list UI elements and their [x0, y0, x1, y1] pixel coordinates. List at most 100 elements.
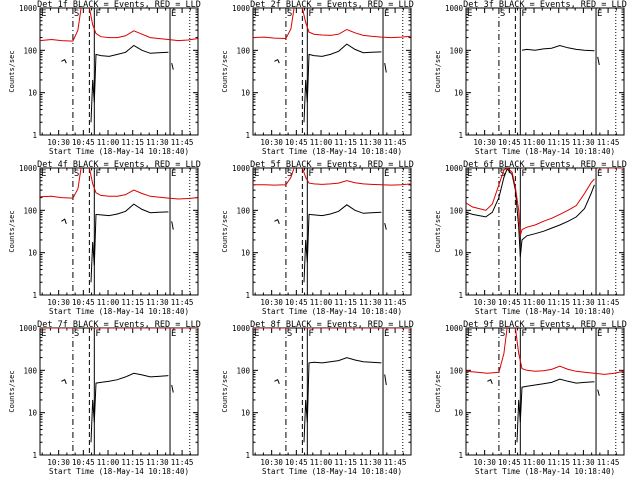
x-tick-label: 11:30 [146, 458, 169, 467]
x-tick-label: 11:45 [597, 458, 620, 467]
events-line [171, 62, 174, 70]
marker-label: S [74, 169, 79, 179]
lld-line [40, 8, 82, 42]
y-tick-label: 10 [241, 249, 251, 258]
y-tick-label: 100 [23, 206, 37, 215]
marker-label: E [467, 9, 472, 19]
events-line [90, 203, 169, 283]
y-tick-label: 1 [245, 131, 250, 140]
events-line [384, 63, 387, 73]
plot-frame [39, 327, 199, 456]
marker-label: E [384, 329, 389, 339]
events-line [384, 374, 387, 386]
series-group [521, 44, 600, 66]
chart-panel: Det 8f BLACK = Events, RED = LLD 1 10 100 10… [221, 320, 414, 476]
lld-line [301, 168, 411, 186]
marker-label: E [254, 9, 259, 19]
lld-line [40, 168, 82, 199]
chart-panel: Det 5f BLACK = Events, RED = LLD 1 10 100 10… [221, 160, 414, 316]
x-tick-label: 10:45 [285, 298, 308, 307]
chart-title: Det 4f BLACK = Events, RED = LLD [37, 160, 201, 170]
x-tick-label: 10:45 [498, 458, 521, 467]
y-axis-label: Counts/sec [221, 370, 229, 412]
x-tick-label: 11:15 [547, 298, 570, 307]
series-group [253, 168, 411, 283]
chart-panel: Det 7f BLACK = Events, RED = LLD 1 10 100 10… [8, 320, 201, 476]
y-tick-label: 10 [454, 249, 464, 258]
y-tick-label: 1 [245, 451, 250, 460]
x-tick-label: 11:30 [359, 138, 382, 147]
events-line [90, 372, 169, 443]
events-line [384, 222, 387, 230]
x-tick-label: 11:00 [310, 298, 333, 307]
marker-label: E [384, 169, 389, 179]
events-line [171, 221, 174, 230]
x-axis-label: Start Time (18-May-14 10:18:40) [262, 467, 402, 476]
x-tick-label: 11:15 [547, 458, 570, 467]
y-tick-label: 100 [23, 366, 37, 375]
x-tick-label: 10:45 [72, 138, 95, 147]
marker-label: E [384, 9, 389, 19]
chart-title: Det 1f BLACK = Events, RED = LLD [37, 0, 201, 10]
marker-label: E [254, 329, 259, 339]
y-axis-label: Counts/sec [221, 50, 229, 92]
marker-label: E [597, 329, 602, 339]
marker-label: F [95, 329, 100, 339]
x-tick-label: 11:15 [121, 298, 144, 307]
y-tick-label: 100 [449, 46, 463, 55]
events-line [274, 379, 280, 384]
marker-label: S [287, 9, 292, 19]
x-axis-label: Start Time (18-May-14 10:18:40) [475, 467, 615, 476]
x-tick-label: 11:45 [171, 458, 194, 467]
x-tick-label: 11:00 [310, 138, 333, 147]
x-tick-label: 10:30 [473, 298, 496, 307]
plot-frame [252, 327, 412, 456]
x-tick-label: 11:45 [171, 298, 194, 307]
marker-label: S [74, 329, 79, 339]
x-tick-label: 11:15 [334, 298, 357, 307]
events-line [521, 44, 595, 52]
x-tick-label: 10:45 [498, 298, 521, 307]
marker-label: E [171, 329, 176, 339]
y-axis-label: Counts/sec [221, 210, 229, 252]
x-tick-label: 11:00 [97, 138, 120, 147]
events-line [597, 56, 600, 66]
events-line [90, 44, 169, 123]
y-tick-label: 1000 [232, 164, 251, 173]
lld-line [253, 168, 295, 186]
x-tick-label: 10:30 [47, 298, 70, 307]
events-line [597, 389, 600, 396]
series-group [40, 168, 198, 283]
plot-frame [252, 7, 412, 136]
x-tick-label: 10:30 [473, 138, 496, 147]
x-tick-label: 10:45 [72, 298, 95, 307]
y-tick-label: 10 [241, 89, 251, 98]
y-tick-label: 10 [241, 409, 251, 418]
panels-group: Det 1f BLACK = Events, RED = LLD 1 10 100 10… [8, 0, 627, 476]
x-tick-label: 10:30 [260, 458, 283, 467]
chart-title: Det 6f BLACK = Events, RED = LLD [463, 160, 627, 170]
events-line [274, 59, 280, 64]
x-tick-label: 11:15 [334, 138, 357, 147]
y-tick-label: 1000 [445, 324, 464, 333]
plot-frame [465, 327, 625, 456]
x-tick-label: 10:30 [260, 298, 283, 307]
events-line [487, 379, 493, 384]
chart-panel: Det 1f BLACK = Events, RED = LLD 1 10 100 10… [8, 0, 201, 156]
chart-panel: Det 6f BLACK = Events, RED = LLD 1 10 100 10… [434, 160, 627, 316]
chart-title: Det 7f BLACK = Events, RED = LLD [37, 320, 201, 330]
chart-title: Det 5f BLACK = Events, RED = LLD [250, 160, 414, 170]
y-axis-label: Counts/sec [434, 50, 442, 92]
events-line [516, 378, 595, 443]
x-tick-label: 11:30 [572, 138, 595, 147]
chart-title: Det 3f BLACK = Events, RED = LLD [463, 0, 627, 10]
x-axis-label: Start Time (18-May-14 10:18:40) [49, 147, 189, 156]
y-tick-label: 1000 [19, 4, 38, 13]
marker-label: E [41, 9, 46, 19]
y-tick-label: 1000 [19, 164, 38, 173]
y-tick-label: 1000 [19, 324, 38, 333]
x-tick-label: 11:45 [384, 298, 407, 307]
y-tick-label: 100 [236, 366, 250, 375]
y-tick-label: 1 [245, 291, 250, 300]
